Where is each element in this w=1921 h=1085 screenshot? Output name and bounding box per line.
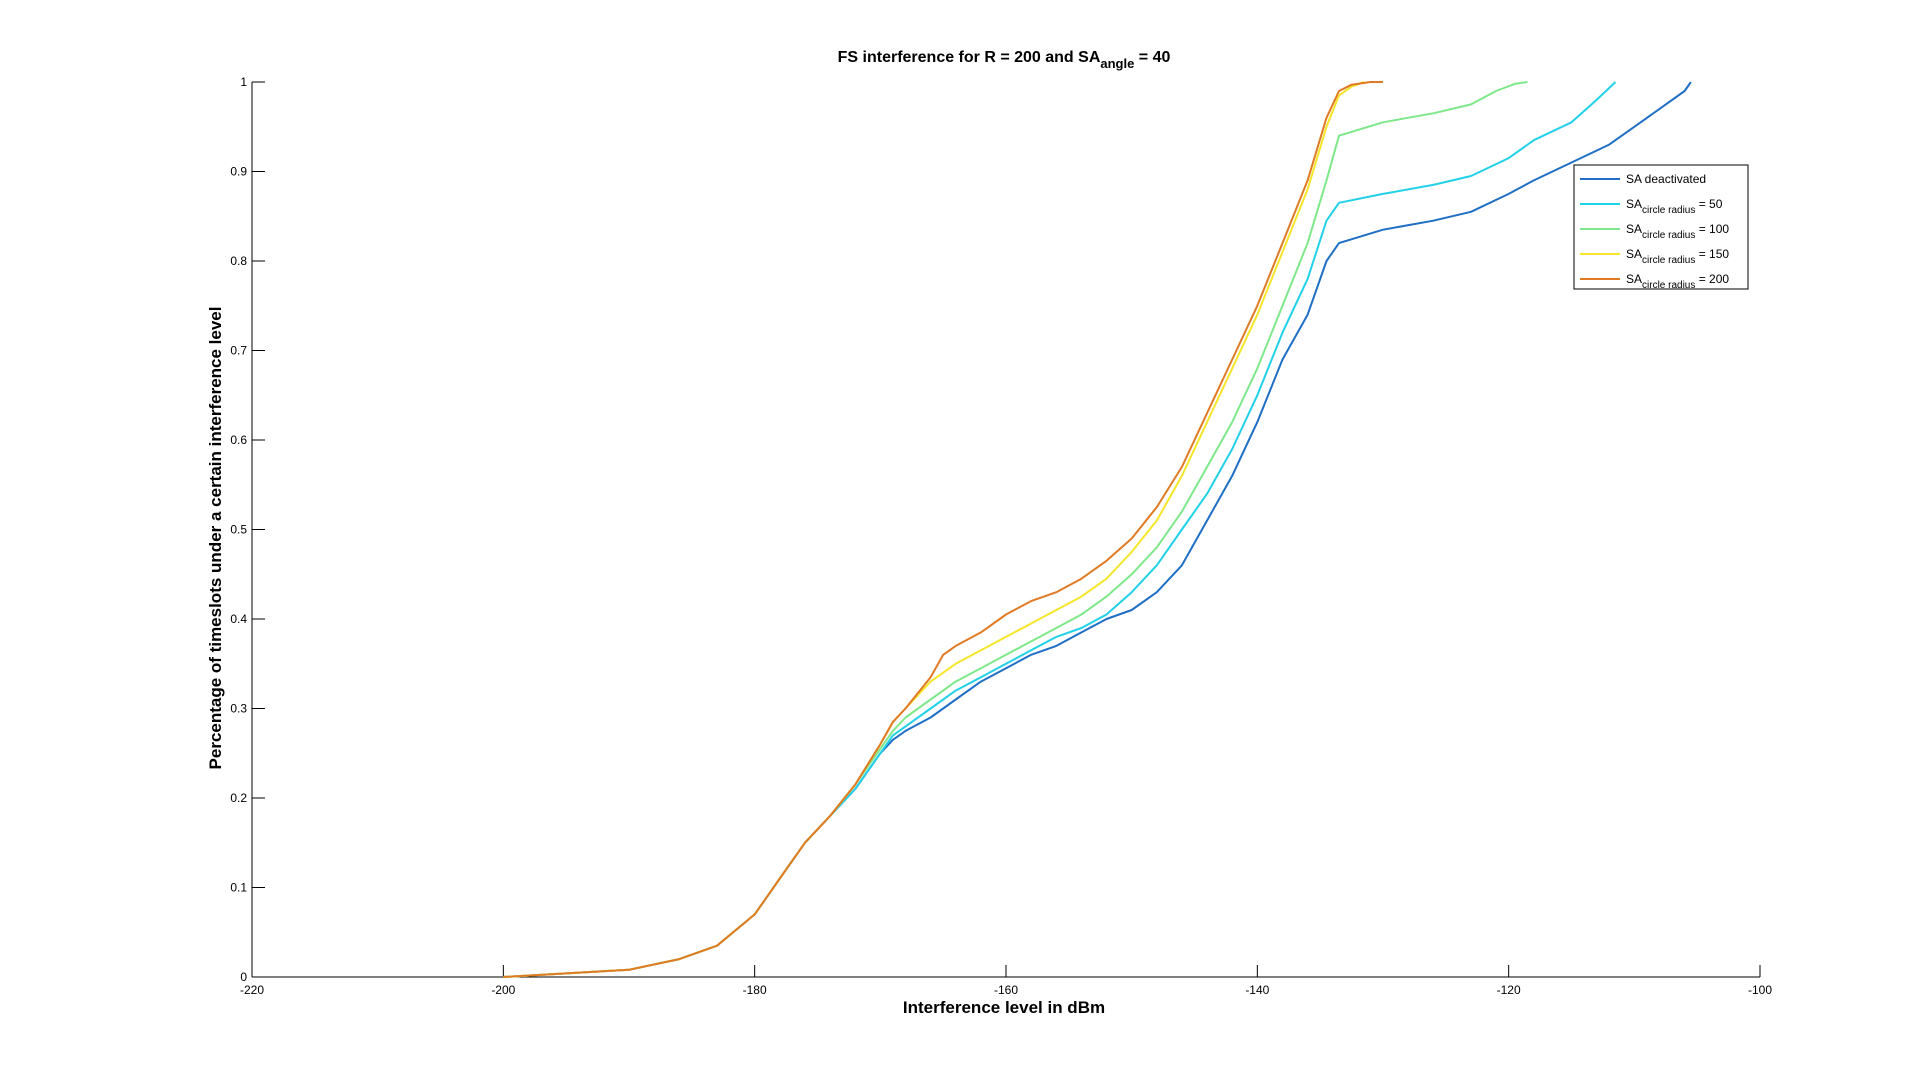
y-tick-label: 0.7 <box>230 344 247 358</box>
y-tick-label: 0 <box>240 970 247 984</box>
x-tick-label: -200 <box>491 983 515 997</box>
x-tick-label: -140 <box>1245 983 1269 997</box>
y-tick-label: 0.8 <box>230 254 247 268</box>
x-axis-title: Interference level in dBm <box>903 998 1105 1017</box>
legend-box <box>1573 164 1749 290</box>
series-line <box>503 81 1528 978</box>
y-tick-label: 0.9 <box>230 165 247 179</box>
series-line <box>503 81 1365 978</box>
series-line <box>503 81 1383 978</box>
y-tick-label: 0.1 <box>230 881 247 895</box>
y-tick-label: 0.2 <box>230 791 247 805</box>
legend-label: SAcircle radius = 200 <box>1626 272 1729 291</box>
legend-label-subscript: circle radius <box>1642 280 1695 291</box>
legend-label-main: SA <box>1626 222 1642 236</box>
legend-label-main: SA <box>1626 272 1642 286</box>
legend-label-tail: = 150 <box>1695 247 1729 261</box>
legend-label-subscript: circle radius <box>1642 230 1695 241</box>
x-axis: -220 -200 -180 -160 -140 -120 -100 <box>240 965 1772 997</box>
x-tick-label: -180 <box>743 983 767 997</box>
legend-label-tail: = 50 <box>1695 197 1722 211</box>
legend-label-main: SA deactivated <box>1626 172 1706 186</box>
legend-label: SA deactivated <box>1626 172 1706 186</box>
y-tick-label: 0.4 <box>230 612 247 626</box>
chart-title-tail: = 40 <box>1134 49 1170 66</box>
series-line <box>503 81 1692 978</box>
legend-label-tail: = 200 <box>1695 272 1729 286</box>
y-axis-title: Percentage of timeslots under a certain … <box>206 307 225 770</box>
legend-label-main: SA <box>1626 247 1642 261</box>
legend-label-tail: = 100 <box>1695 222 1729 236</box>
legend-label-main: SA <box>1626 197 1642 211</box>
y-tick-label: 1 <box>240 75 247 89</box>
legend-label-subscript: circle radius <box>1642 205 1695 216</box>
y-tick-label: 0.3 <box>230 702 247 716</box>
series-group <box>503 81 1692 978</box>
chart-title-main: FS interference for R = 200 and SA <box>838 49 1101 66</box>
y-tick-label: 0.5 <box>230 523 247 537</box>
chart-title-subscript: angle <box>1100 56 1134 71</box>
y-tick-label: 0.6 <box>230 433 247 447</box>
legend-label: SAcircle radius = 150 <box>1626 247 1729 266</box>
legend-label: SAcircle radius = 100 <box>1626 222 1729 241</box>
x-tick-label: -120 <box>1497 983 1521 997</box>
x-tick-label: -100 <box>1748 983 1772 997</box>
x-tick-label: -220 <box>240 983 264 997</box>
y-axis: 0 0.1 0.2 0.3 0.4 0.5 0.6 0.7 0.8 0.9 1 <box>230 75 265 984</box>
chart-title: FS interference for R = 200 and SAangle … <box>838 49 1171 71</box>
legend-label-subscript: circle radius <box>1642 255 1695 266</box>
legend-label: SAcircle radius = 50 <box>1626 197 1723 216</box>
x-tick-label: -160 <box>994 983 1018 997</box>
